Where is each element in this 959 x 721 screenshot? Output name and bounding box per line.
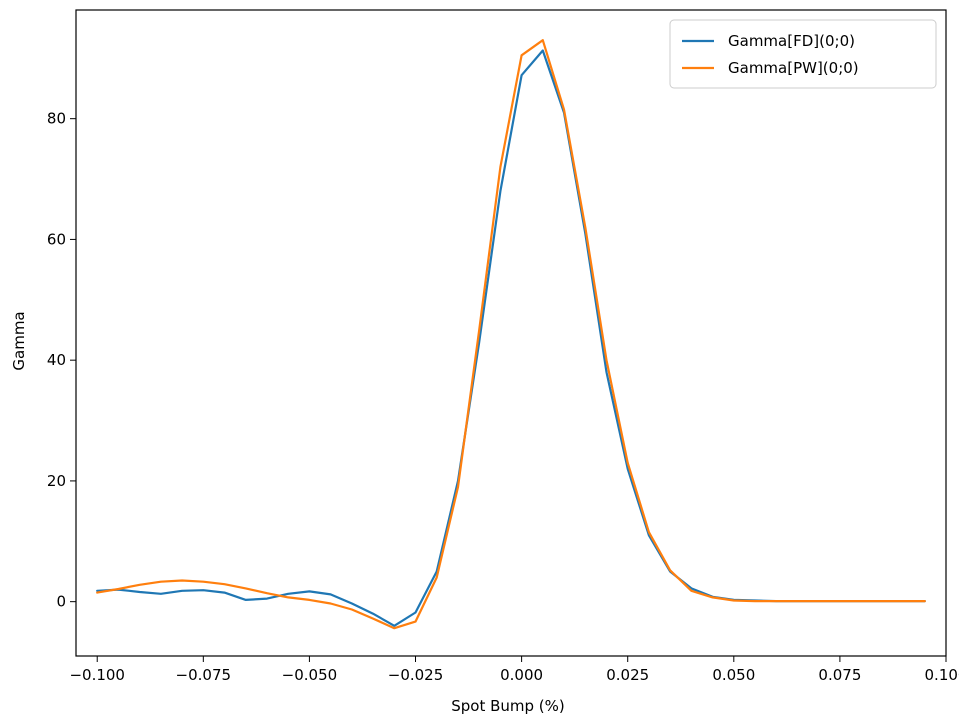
y-tick-label: 60 (47, 230, 66, 248)
legend-entry-label: Gamma[PW](0;0) (728, 59, 859, 77)
x-axis-ticks: −0.100 −0.075 −0.050 −0.025 0.000 0.025 0.050 0… (69, 656, 959, 684)
x-tick-label: 0.050 (712, 666, 755, 684)
y-axis-label: Gamma (10, 311, 28, 370)
x-tick-label: 0.025 (606, 666, 649, 684)
x-tick-label: −0.025 (388, 666, 444, 684)
y-tick-label: 20 (47, 472, 66, 490)
legend-box (669, 19, 937, 89)
y-axis-ticks: 0 20 40 60 80 (47, 110, 76, 611)
legend-entry-label: Gamma[FD](0;0) (728, 32, 855, 50)
y-tick-label: 80 (47, 110, 66, 128)
axes-frame (75, 9, 947, 657)
y-tick-label: 0 (56, 593, 66, 611)
x-tick-label: −0.050 (282, 666, 338, 684)
x-tick-label: 0.100 (925, 666, 959, 684)
x-tick-label: 0.000 (500, 666, 543, 684)
plot-area (96, 39, 926, 630)
x-tick-label: 0.075 (818, 666, 861, 684)
x-axis-label: Spot Bump (%) (451, 697, 565, 715)
y-tick-label: 40 (47, 351, 66, 369)
x-tick-label: −0.100 (69, 666, 125, 684)
legend: Gamma[FD](0;0) Gamma[PW](0;0) (669, 19, 937, 89)
x-tick-label: −0.075 (176, 666, 232, 684)
series-line-pw (96, 39, 926, 630)
